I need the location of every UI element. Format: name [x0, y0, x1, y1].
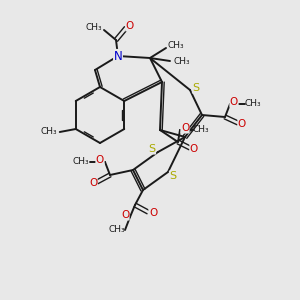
Text: O: O	[96, 155, 104, 165]
Text: CH₃: CH₃	[73, 158, 89, 166]
Text: O: O	[190, 144, 198, 154]
Text: N: N	[114, 50, 122, 62]
Text: O: O	[126, 21, 134, 31]
Text: O: O	[89, 178, 97, 188]
Text: O: O	[238, 119, 246, 129]
Text: CH₃: CH₃	[40, 128, 57, 136]
Text: CH₃: CH₃	[245, 100, 261, 109]
Text: O: O	[149, 208, 157, 218]
Text: CH₃: CH₃	[109, 226, 125, 235]
Text: S: S	[192, 83, 200, 93]
Text: CH₃: CH₃	[193, 125, 209, 134]
Text: S: S	[169, 171, 177, 181]
Text: O: O	[181, 123, 189, 133]
Text: CH₃: CH₃	[168, 41, 184, 50]
Text: O: O	[121, 210, 129, 220]
Text: S: S	[148, 144, 156, 154]
Text: CH₃: CH₃	[174, 58, 190, 67]
Text: O: O	[230, 97, 238, 107]
Text: CH₃: CH₃	[86, 23, 102, 32]
